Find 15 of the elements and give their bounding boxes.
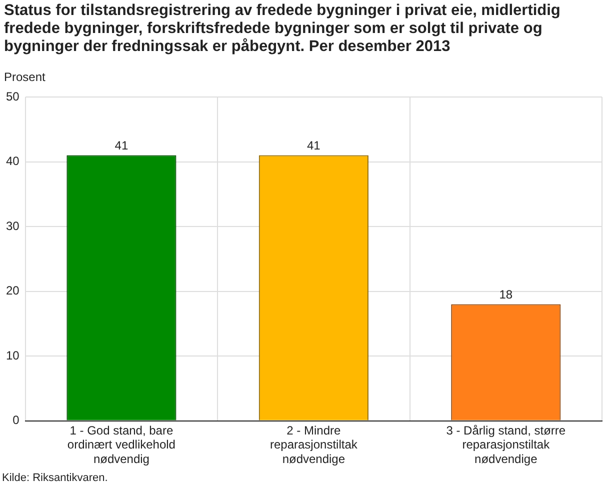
y-tick-label: 10 xyxy=(6,348,20,362)
data-label: 41 xyxy=(306,138,321,153)
data-label: 41 xyxy=(114,138,128,153)
y-tick-label: 50 xyxy=(6,89,20,104)
x-tick-label: 1 - God stand, bare ordinært vedlikehold nødvendig xyxy=(67,423,176,466)
data-label: 18 xyxy=(499,288,513,302)
y-axis-title: Prosent xyxy=(4,70,46,84)
text: Kilde: Riksantikvaren. xyxy=(2,472,108,484)
x-tick-label: 3 - Dårlig stand, større reparasjonstiltak nødvendige xyxy=(446,423,566,466)
y-tick-label: 40 xyxy=(6,154,20,168)
x-tick-label: 2 - Mindre reparasjonstiltak nødvendige xyxy=(270,423,358,466)
y-tick-label: 0 xyxy=(12,413,20,428)
y-tick-label: 30 xyxy=(6,218,20,233)
y-tick-label: 20 xyxy=(6,284,20,298)
chart-title: Status for tilstandsregistrering av fredede bygninger i privat eie, midlertidig fredede bygninger, forskriftsfredede bygninger som er solgt til private og bygninger der fredningssak er påbegynt. Per desember 2013 xyxy=(4,2,562,56)
